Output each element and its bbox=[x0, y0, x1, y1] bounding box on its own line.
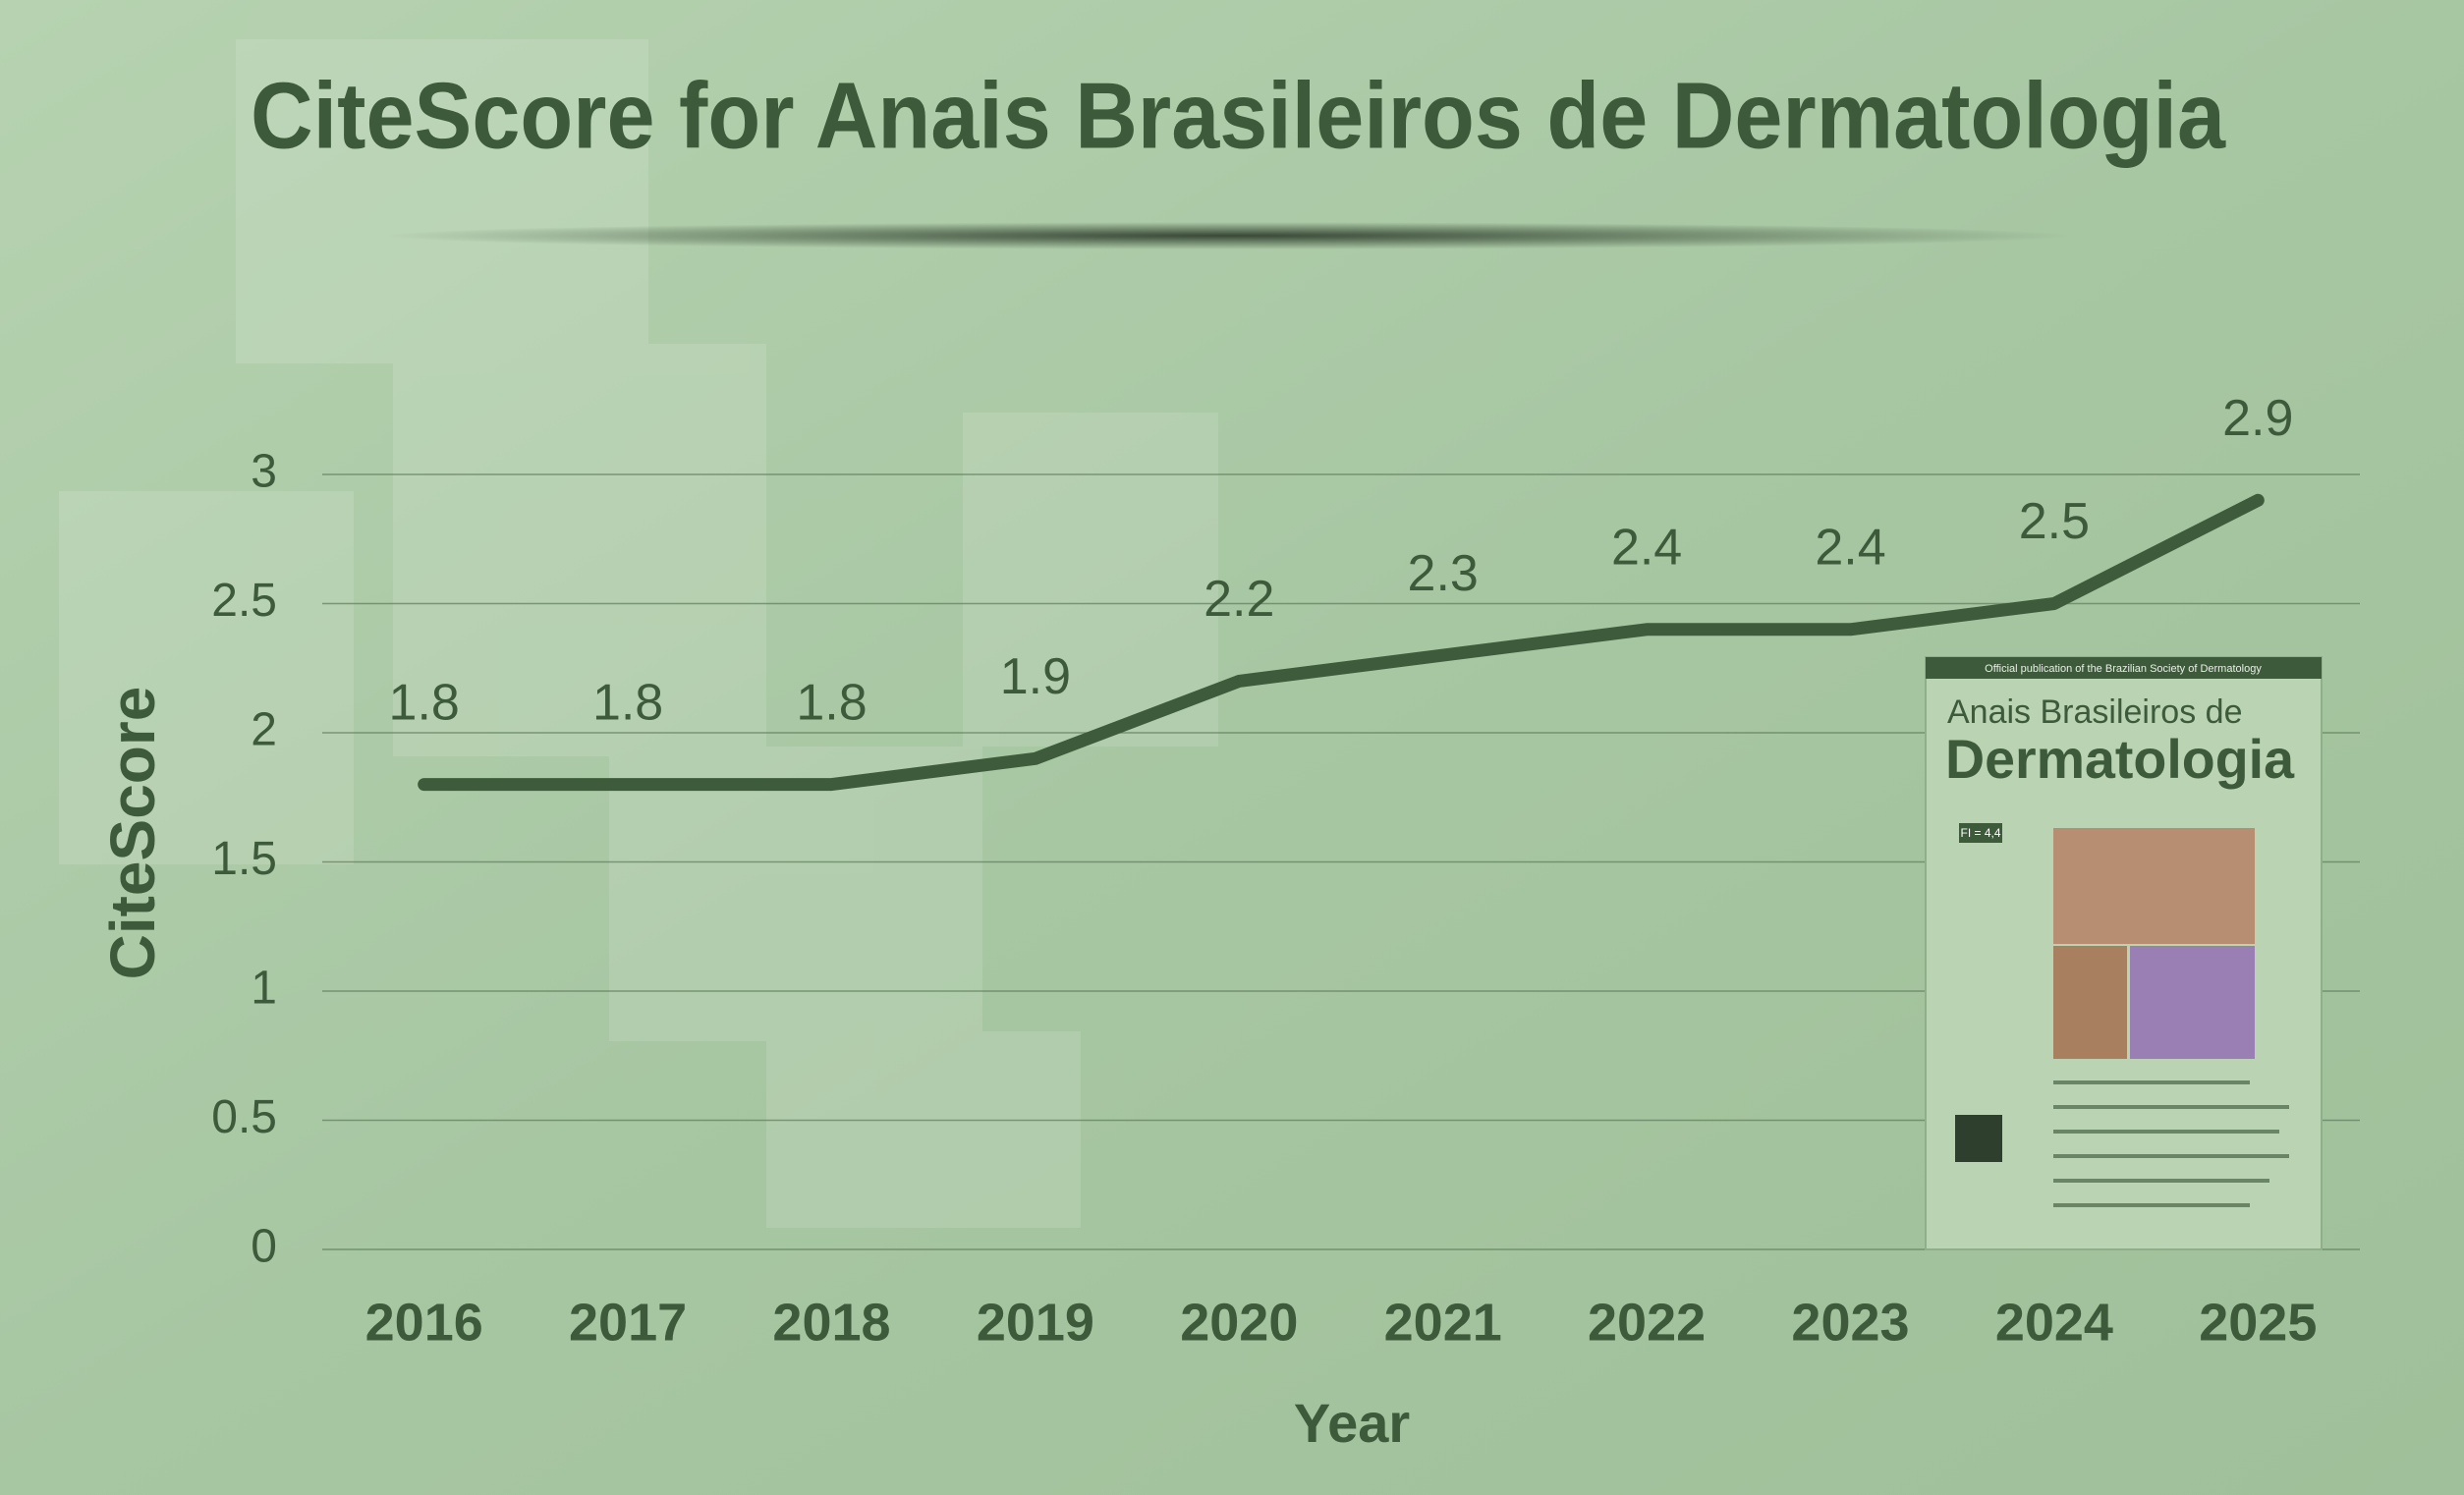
x-tick-label: 2025 bbox=[2199, 1293, 2317, 1352]
y-tick-label: 0.5 bbox=[211, 1091, 277, 1143]
data-label: 2.4 bbox=[1611, 520, 1682, 577]
cover-image bbox=[2130, 946, 2255, 1059]
x-tick-label: 2017 bbox=[569, 1293, 687, 1352]
cover-impact: FI = 4,4 bbox=[1960, 826, 2000, 840]
x-tick-label: 2023 bbox=[1791, 1293, 1909, 1352]
data-label: 1.8 bbox=[592, 674, 663, 731]
cover-publisher: Official publication of the Brazilian So… bbox=[1985, 663, 2262, 675]
y-tick-label: 0 bbox=[251, 1221, 277, 1273]
data-label: 2.5 bbox=[2019, 493, 2090, 550]
cover-title: Anais Brasileiros de bbox=[1947, 693, 2242, 731]
x-tick-label: 2016 bbox=[365, 1293, 483, 1352]
data-label: 2.4 bbox=[1815, 520, 1885, 577]
chart-title: CiteScore for Anais Brasileiros de Derma… bbox=[251, 63, 2226, 168]
y-axis-label: CiteScore bbox=[97, 687, 168, 980]
data-label: 1.8 bbox=[796, 674, 867, 731]
y-tick-label: 3 bbox=[251, 446, 277, 498]
data-label: 2.9 bbox=[2222, 390, 2293, 447]
x-tick-label: 2024 bbox=[1995, 1293, 2113, 1352]
x-axis-label: Year bbox=[1294, 1392, 1410, 1454]
line bbox=[418, 493, 2265, 792]
background-squares bbox=[59, 39, 1218, 1228]
cover-text-lines bbox=[2053, 1080, 2289, 1207]
data-label: 1.8 bbox=[389, 674, 460, 731]
cover-image bbox=[2053, 946, 2127, 1059]
y-tick-label: 2.5 bbox=[211, 575, 277, 627]
y-tick-label: 2 bbox=[251, 704, 277, 756]
x-tick-label: 2020 bbox=[1180, 1293, 1298, 1352]
y-tick-label: 1.5 bbox=[211, 833, 277, 885]
cover-banner bbox=[1926, 657, 2322, 679]
data-label: 2.3 bbox=[1408, 545, 1479, 602]
x-tick-label: 2019 bbox=[977, 1293, 1094, 1352]
journal-cover: Official publication of the Brazilian So… bbox=[1925, 656, 2323, 1250]
cover-image bbox=[2053, 828, 2255, 944]
cover-badge bbox=[1959, 823, 2002, 843]
x-tick-label: 2021 bbox=[1384, 1293, 1502, 1352]
cover-qr-code bbox=[1955, 1115, 2002, 1162]
data-label: 1.9 bbox=[1000, 648, 1071, 705]
cover-title: Dermatologia bbox=[1945, 728, 2295, 790]
x-tick-label: 2022 bbox=[1588, 1293, 1706, 1352]
x-tick-label: 2018 bbox=[772, 1293, 890, 1352]
title-underline bbox=[383, 222, 2073, 249]
data-label: 2.2 bbox=[1204, 571, 1274, 628]
y-tick-label: 1 bbox=[251, 963, 277, 1015]
